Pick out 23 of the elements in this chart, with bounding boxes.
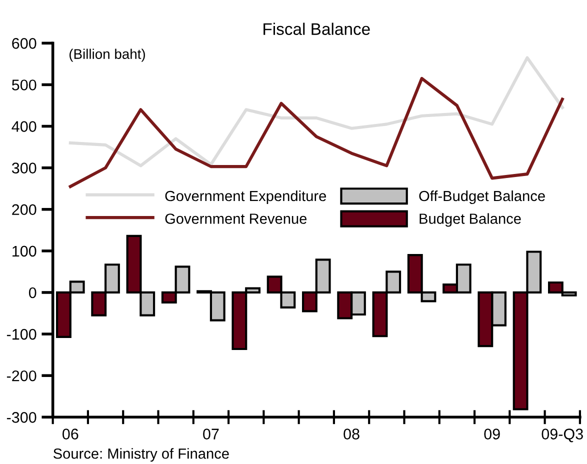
x-tick-label: 09-Q3 <box>542 428 583 442</box>
annotation: (Billion baht) <box>70 48 145 62</box>
y-tick-label: -200 <box>6 370 36 382</box>
chart-title: Fiscal Balance <box>264 22 370 35</box>
y-tick-label: -300 <box>6 412 36 423</box>
x-tick-label: 07 <box>203 428 219 440</box>
y-tick-label: 100 <box>12 246 36 257</box>
y-tick-label: 300 <box>12 162 36 174</box>
y-tick-label: -100 <box>6 328 36 340</box>
y-tick-label: 600 <box>12 38 36 49</box>
legend-label: Off-Budget Balance <box>419 190 545 204</box>
legend-label: Government Expenditure <box>165 190 326 204</box>
y-tick-label: 400 <box>12 121 36 132</box>
line-series <box>68 76 564 188</box>
source-note: Source: Ministry of Finance <box>53 448 229 462</box>
y-tick-label: 200 <box>12 204 36 216</box>
legend-label: Government Revenue <box>165 214 307 224</box>
x-tick-label: 09 <box>484 428 500 440</box>
y-tick-label: 0 <box>28 287 36 298</box>
y-tick-label: 500 <box>12 80 36 90</box>
legend-label: Budget Balance <box>420 213 521 227</box>
x-tick-label: 06 <box>62 428 78 440</box>
x-tick-label: 08 <box>344 428 360 440</box>
